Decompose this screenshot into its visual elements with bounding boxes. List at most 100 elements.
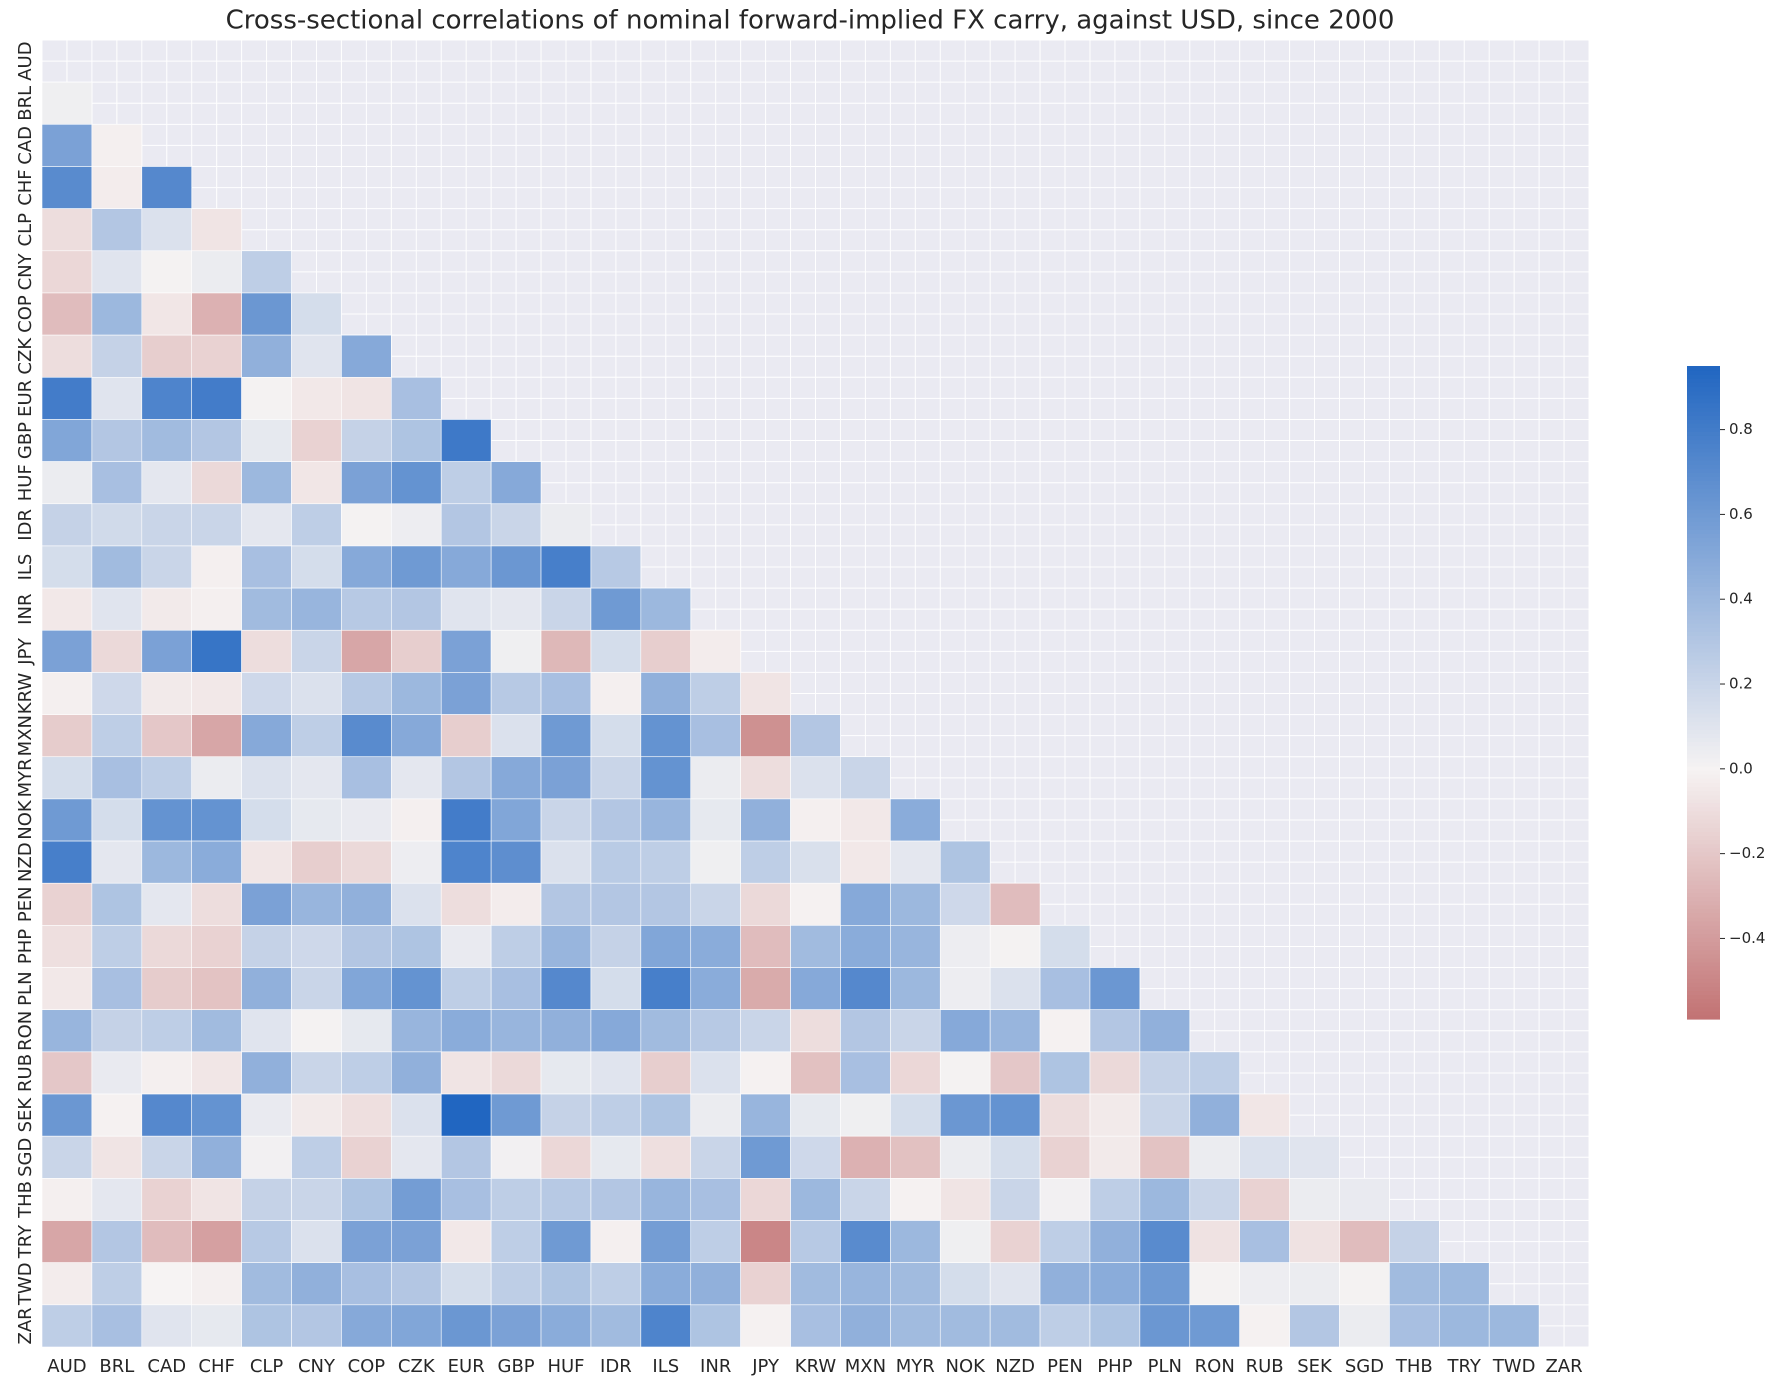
heatmap-cell — [590, 1135, 642, 1179]
heatmap-cell — [590, 1009, 642, 1053]
heatmap-cell — [91, 587, 143, 631]
colorbar-gradient — [1687, 729, 1720, 734]
heatmap-cell — [141, 461, 193, 505]
heatmap-cell — [41, 587, 93, 631]
heatmap-cell — [540, 756, 592, 800]
heatmap-cell — [790, 1135, 841, 1179]
heatmap-cell — [341, 376, 392, 420]
y-tick-label: BRL — [15, 86, 36, 121]
y-tick-label: SGD — [15, 1138, 36, 1177]
x-tick-label: TRY — [1447, 1356, 1482, 1377]
heatmap-cell — [640, 1220, 692, 1263]
heatmap-cell — [1339, 1304, 1390, 1348]
heatmap-cell — [41, 1262, 93, 1306]
heatmap-cell — [191, 629, 242, 673]
heatmap-cell — [391, 798, 442, 842]
colorbar-gradient — [1687, 529, 1720, 534]
heatmap-cell — [341, 461, 392, 505]
colorbar-gradient — [1687, 398, 1720, 404]
heatmap-cell — [640, 1051, 692, 1095]
heatmap-cell — [91, 124, 143, 167]
heatmap-cell — [91, 376, 143, 420]
heatmap-cell — [1139, 1262, 1191, 1306]
heatmap-cell — [690, 967, 741, 1011]
colorbar-gradient — [1687, 700, 1720, 706]
heatmap-cell — [440, 545, 492, 589]
heatmap-cell — [690, 798, 741, 842]
heatmap-cell — [640, 587, 692, 631]
heatmap-cell — [341, 587, 392, 631]
heatmap-cell — [440, 1009, 492, 1053]
heatmap-cell — [989, 1220, 1041, 1263]
heatmap-cell — [141, 840, 193, 884]
heatmap-cell — [291, 714, 342, 758]
x-tick-label: KRW — [795, 1356, 837, 1377]
colorbar-gradient — [1687, 378, 1720, 383]
heatmap-cell — [690, 1178, 741, 1221]
colorbar-gradient — [1687, 402, 1720, 408]
colorbar-gradient — [1687, 488, 1720, 494]
heatmap-cell — [740, 1051, 791, 1095]
heatmap-cell — [341, 882, 392, 926]
heatmap-cell — [440, 840, 492, 884]
colorbar-gradient — [1687, 672, 1720, 677]
heatmap-cell — [291, 461, 342, 505]
heatmap-cell — [890, 1135, 941, 1179]
heatmap-cell — [341, 672, 392, 715]
heatmap-cell — [440, 1220, 492, 1263]
heatmap-cell — [141, 672, 193, 715]
heatmap-cell — [540, 1178, 592, 1221]
colorbar-gradient — [1687, 765, 1720, 771]
colorbar-gradient — [1687, 827, 1720, 832]
heatmap-cell — [291, 1009, 342, 1053]
heatmap-cell — [590, 1051, 642, 1095]
heatmap-cell — [1039, 925, 1091, 968]
heatmap-cell — [690, 840, 741, 884]
heatmap-cell — [241, 334, 292, 378]
heatmap-cell — [341, 925, 392, 968]
colorbar-gradient — [1687, 496, 1720, 502]
heatmap-cell — [590, 629, 642, 673]
y-tick-label: HUF — [15, 464, 36, 501]
colorbar-gradient — [1687, 831, 1720, 836]
y-tick-label: CLP — [15, 213, 36, 247]
y-tick-label: THB — [15, 1181, 36, 1219]
heatmap-cell — [391, 925, 442, 968]
heatmap-cell — [91, 1051, 143, 1095]
heatmap-cell — [241, 1262, 292, 1306]
heatmap-cell — [191, 672, 242, 715]
heatmap-cell — [490, 1178, 542, 1221]
colorbar-gradient — [1687, 916, 1720, 922]
colorbar-gradient — [1687, 761, 1720, 767]
heatmap-cell — [141, 545, 193, 589]
heatmap-cell — [241, 503, 292, 547]
heatmap-cell — [440, 419, 492, 462]
colorbar-gradient — [1687, 1010, 1720, 1016]
heatmap-cell — [1139, 1304, 1191, 1348]
heatmap-cell — [1189, 1051, 1240, 1095]
heatmap-cell — [590, 1304, 642, 1348]
x-tick-label: CAD — [147, 1356, 186, 1377]
x-tick-label: MXN — [845, 1356, 886, 1377]
heatmap-cell — [191, 250, 242, 294]
colorbar-gradient — [1687, 553, 1720, 559]
heatmap-cell — [490, 1135, 542, 1179]
heatmap-cell — [939, 1178, 991, 1221]
heatmap-cell — [490, 545, 542, 589]
heatmap-cell — [640, 1262, 692, 1306]
heatmap-cell — [141, 503, 193, 547]
heatmap-cell — [989, 1051, 1041, 1095]
heatmap-cell — [41, 81, 93, 125]
y-tick-label: NZD — [15, 842, 36, 882]
heatmap-cell — [291, 334, 342, 378]
heatmap-cell — [440, 1262, 492, 1306]
colorbar-gradient — [1687, 451, 1720, 457]
y-tick-label: SEK — [15, 1097, 36, 1133]
colorbar-gradient — [1687, 798, 1720, 804]
heatmap-cell — [241, 1220, 292, 1263]
heatmap-cell — [790, 714, 841, 758]
colorbar-tick-label: 0.2 — [1729, 675, 1753, 693]
colorbar-gradient — [1687, 537, 1720, 543]
heatmap-cell — [41, 756, 93, 800]
heatmap-cell — [1089, 1009, 1141, 1053]
